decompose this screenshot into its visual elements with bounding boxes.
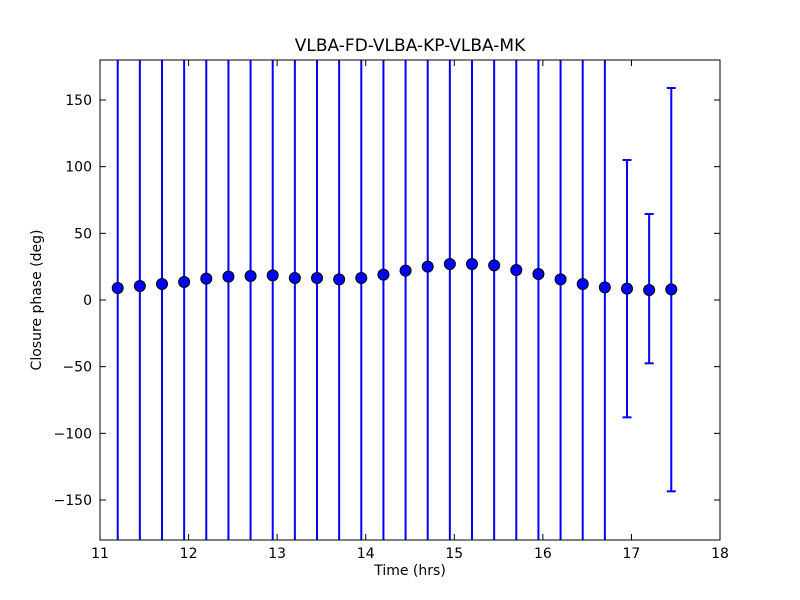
x-tick-label: 15 xyxy=(445,546,463,562)
x-tick-label: 16 xyxy=(534,546,552,562)
data-point xyxy=(133,280,146,292)
y-tick-label: 0 xyxy=(83,293,92,309)
data-point xyxy=(222,270,235,283)
data-point xyxy=(488,259,501,272)
data-point xyxy=(443,258,456,270)
data-point xyxy=(554,273,567,286)
data-point xyxy=(178,276,191,288)
data-point xyxy=(355,272,368,284)
data-point xyxy=(643,284,656,296)
data-point xyxy=(399,264,412,277)
chart-title: VLBA-FD-VLBA-KP-VLBA-MK xyxy=(295,36,526,56)
x-tick-label: 13 xyxy=(268,546,286,562)
y-tick-label: 100 xyxy=(65,160,92,176)
x-axis-label: Time (hrs) xyxy=(373,563,446,579)
data-point xyxy=(665,283,678,296)
x-tick-label: 14 xyxy=(357,546,375,562)
data-point xyxy=(333,273,346,286)
data-point xyxy=(111,282,124,294)
data-point xyxy=(421,260,434,273)
data-point xyxy=(466,258,478,270)
data-point xyxy=(200,272,213,285)
plot-area: 11 12 13 14 15 16 17 18 −150 −100 −50 0 50 100 150 xyxy=(54,59,729,562)
data-point xyxy=(266,269,279,282)
data-point xyxy=(288,272,301,284)
data-point xyxy=(621,282,633,295)
x-tick-label: 12 xyxy=(180,546,198,562)
y-tick-label: 150 xyxy=(65,93,92,109)
data-point xyxy=(576,278,589,290)
data-point xyxy=(510,264,523,276)
data-point xyxy=(311,272,323,284)
y-tick-label: −100 xyxy=(54,426,92,442)
x-tick-label: 17 xyxy=(623,546,641,562)
y-tick-label: 50 xyxy=(74,226,92,242)
y-axis-label: Closure phase (deg) xyxy=(29,230,45,371)
y-tick-label: −50 xyxy=(62,360,92,376)
data-point xyxy=(156,278,168,290)
data-point xyxy=(532,268,545,280)
y-tick-label: −150 xyxy=(54,493,92,509)
x-tick-label: 11 xyxy=(91,546,109,562)
data-point xyxy=(377,268,390,281)
data-point xyxy=(244,270,257,282)
x-tick-label: 18 xyxy=(711,546,729,562)
data-point xyxy=(598,281,611,294)
